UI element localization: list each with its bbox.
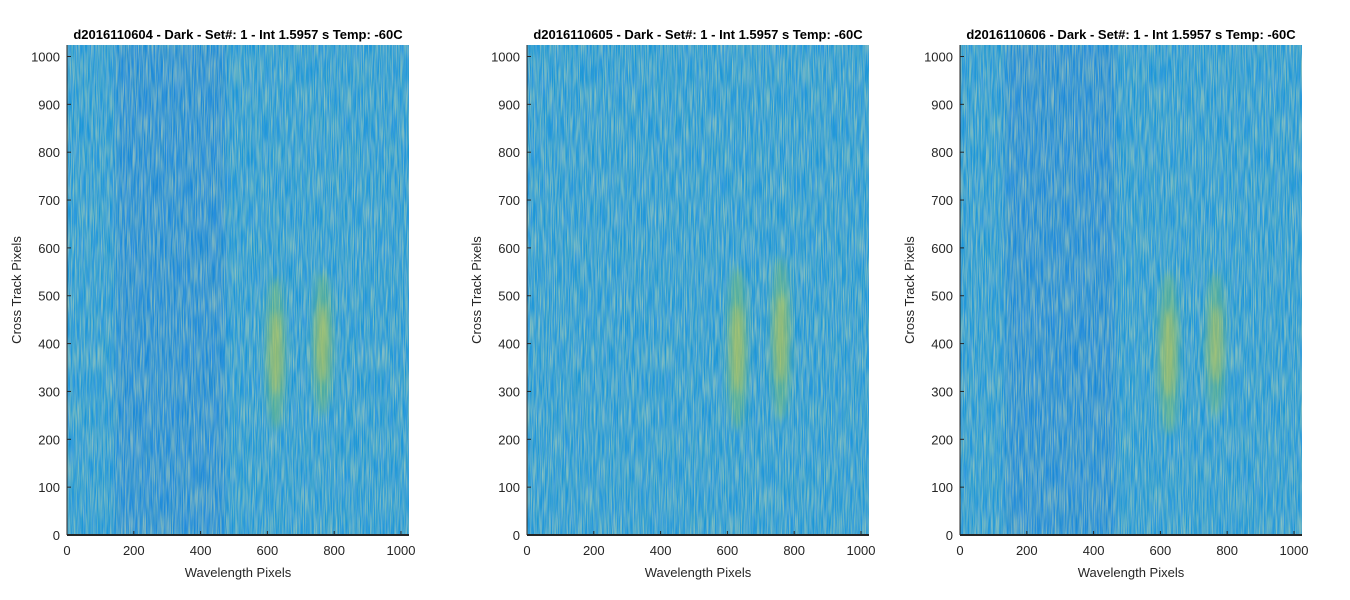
x-tick-label: 1000 (1280, 543, 1309, 558)
y-tick-label: 100 (498, 480, 520, 495)
bright-feature-core (270, 311, 282, 396)
y-tick-label: 0 (513, 528, 520, 543)
y-tick-label: 700 (931, 193, 953, 208)
x-tick-label: 800 (323, 543, 345, 558)
bright-feature-core (1209, 304, 1222, 384)
y-tick-label: 200 (498, 432, 520, 447)
y-tick-label: 400 (38, 337, 60, 352)
x-axis-label: Wavelength Pixels (645, 565, 752, 580)
heatmap-panel-1: d2016110604 - Dark - Set#: 1 - Int 1.595… (9, 27, 415, 580)
y-axis-label: Cross Track Pixels (469, 236, 484, 344)
x-axis-label: Wavelength Pixels (185, 565, 292, 580)
bright-feature-core (775, 294, 787, 384)
y-tick-label: 200 (38, 432, 60, 447)
y-tick-label: 600 (498, 241, 520, 256)
noise-texture-bright (960, 45, 1302, 535)
y-tick-label: 800 (38, 145, 60, 160)
y-tick-label: 300 (931, 384, 953, 399)
x-axis-label: Wavelength Pixels (1078, 565, 1185, 580)
y-tick-label: 1000 (924, 49, 953, 64)
x-tick-label: 800 (783, 543, 805, 558)
heatmap-image (67, 45, 409, 535)
noise-texture-bright (527, 45, 869, 535)
x-tick-label: 1000 (847, 543, 876, 558)
y-tick-label: 300 (38, 384, 60, 399)
y-tick-label: 200 (931, 432, 953, 447)
x-tick-label: 0 (956, 543, 963, 558)
heatmap-image (527, 45, 869, 535)
bright-feature-core (1162, 308, 1175, 398)
panel-title: d2016110606 - Dark - Set#: 1 - Int 1.595… (966, 27, 1296, 42)
heatmap-panel-3: d2016110606 - Dark - Set#: 1 - Int 1.595… (902, 27, 1308, 580)
x-tick-label: 200 (1016, 543, 1038, 558)
y-tick-label: 800 (931, 145, 953, 160)
x-tick-label: 400 (1083, 543, 1105, 558)
x-tick-label: 1000 (387, 543, 416, 558)
y-tick-label: 600 (38, 241, 60, 256)
y-tick-label: 100 (38, 480, 60, 495)
y-tick-label: 100 (931, 480, 953, 495)
y-tick-label: 700 (38, 193, 60, 208)
heatmap-image (960, 45, 1302, 535)
y-tick-label: 500 (931, 289, 953, 304)
y-tick-label: 0 (946, 528, 953, 543)
bright-feature-core (731, 303, 744, 394)
x-tick-label: 200 (583, 543, 605, 558)
y-tick-label: 300 (498, 384, 520, 399)
y-tick-label: 400 (931, 337, 953, 352)
heatmap-panel-2: d2016110605 - Dark - Set#: 1 - Int 1.595… (469, 27, 875, 580)
x-tick-label: 600 (1150, 543, 1172, 558)
y-tick-label: 900 (931, 97, 953, 112)
x-tick-label: 0 (63, 543, 70, 558)
panel-title: d2016110604 - Dark - Set#: 1 - Int 1.595… (73, 27, 403, 42)
x-tick-label: 600 (257, 543, 279, 558)
y-tick-label: 1000 (31, 49, 60, 64)
y-tick-label: 900 (498, 97, 520, 112)
x-tick-label: 0 (523, 543, 530, 558)
y-axis-label: Cross Track Pixels (902, 236, 917, 344)
y-tick-label: 500 (38, 289, 60, 304)
x-tick-label: 800 (1216, 543, 1238, 558)
y-tick-label: 500 (498, 289, 520, 304)
panel-title: d2016110605 - Dark - Set#: 1 - Int 1.595… (533, 27, 863, 42)
x-tick-label: 400 (650, 543, 672, 558)
y-tick-label: 900 (38, 97, 60, 112)
y-tick-label: 400 (498, 337, 520, 352)
noise-texture-bright (67, 45, 409, 535)
bright-feature-core (316, 304, 329, 384)
y-tick-label: 1000 (491, 49, 520, 64)
y-tick-label: 700 (498, 193, 520, 208)
x-tick-label: 200 (123, 543, 145, 558)
x-tick-label: 600 (717, 543, 739, 558)
y-tick-label: 800 (498, 145, 520, 160)
y-tick-label: 600 (931, 241, 953, 256)
x-tick-label: 400 (190, 543, 212, 558)
y-axis-label: Cross Track Pixels (9, 236, 24, 344)
y-tick-label: 0 (53, 528, 60, 543)
